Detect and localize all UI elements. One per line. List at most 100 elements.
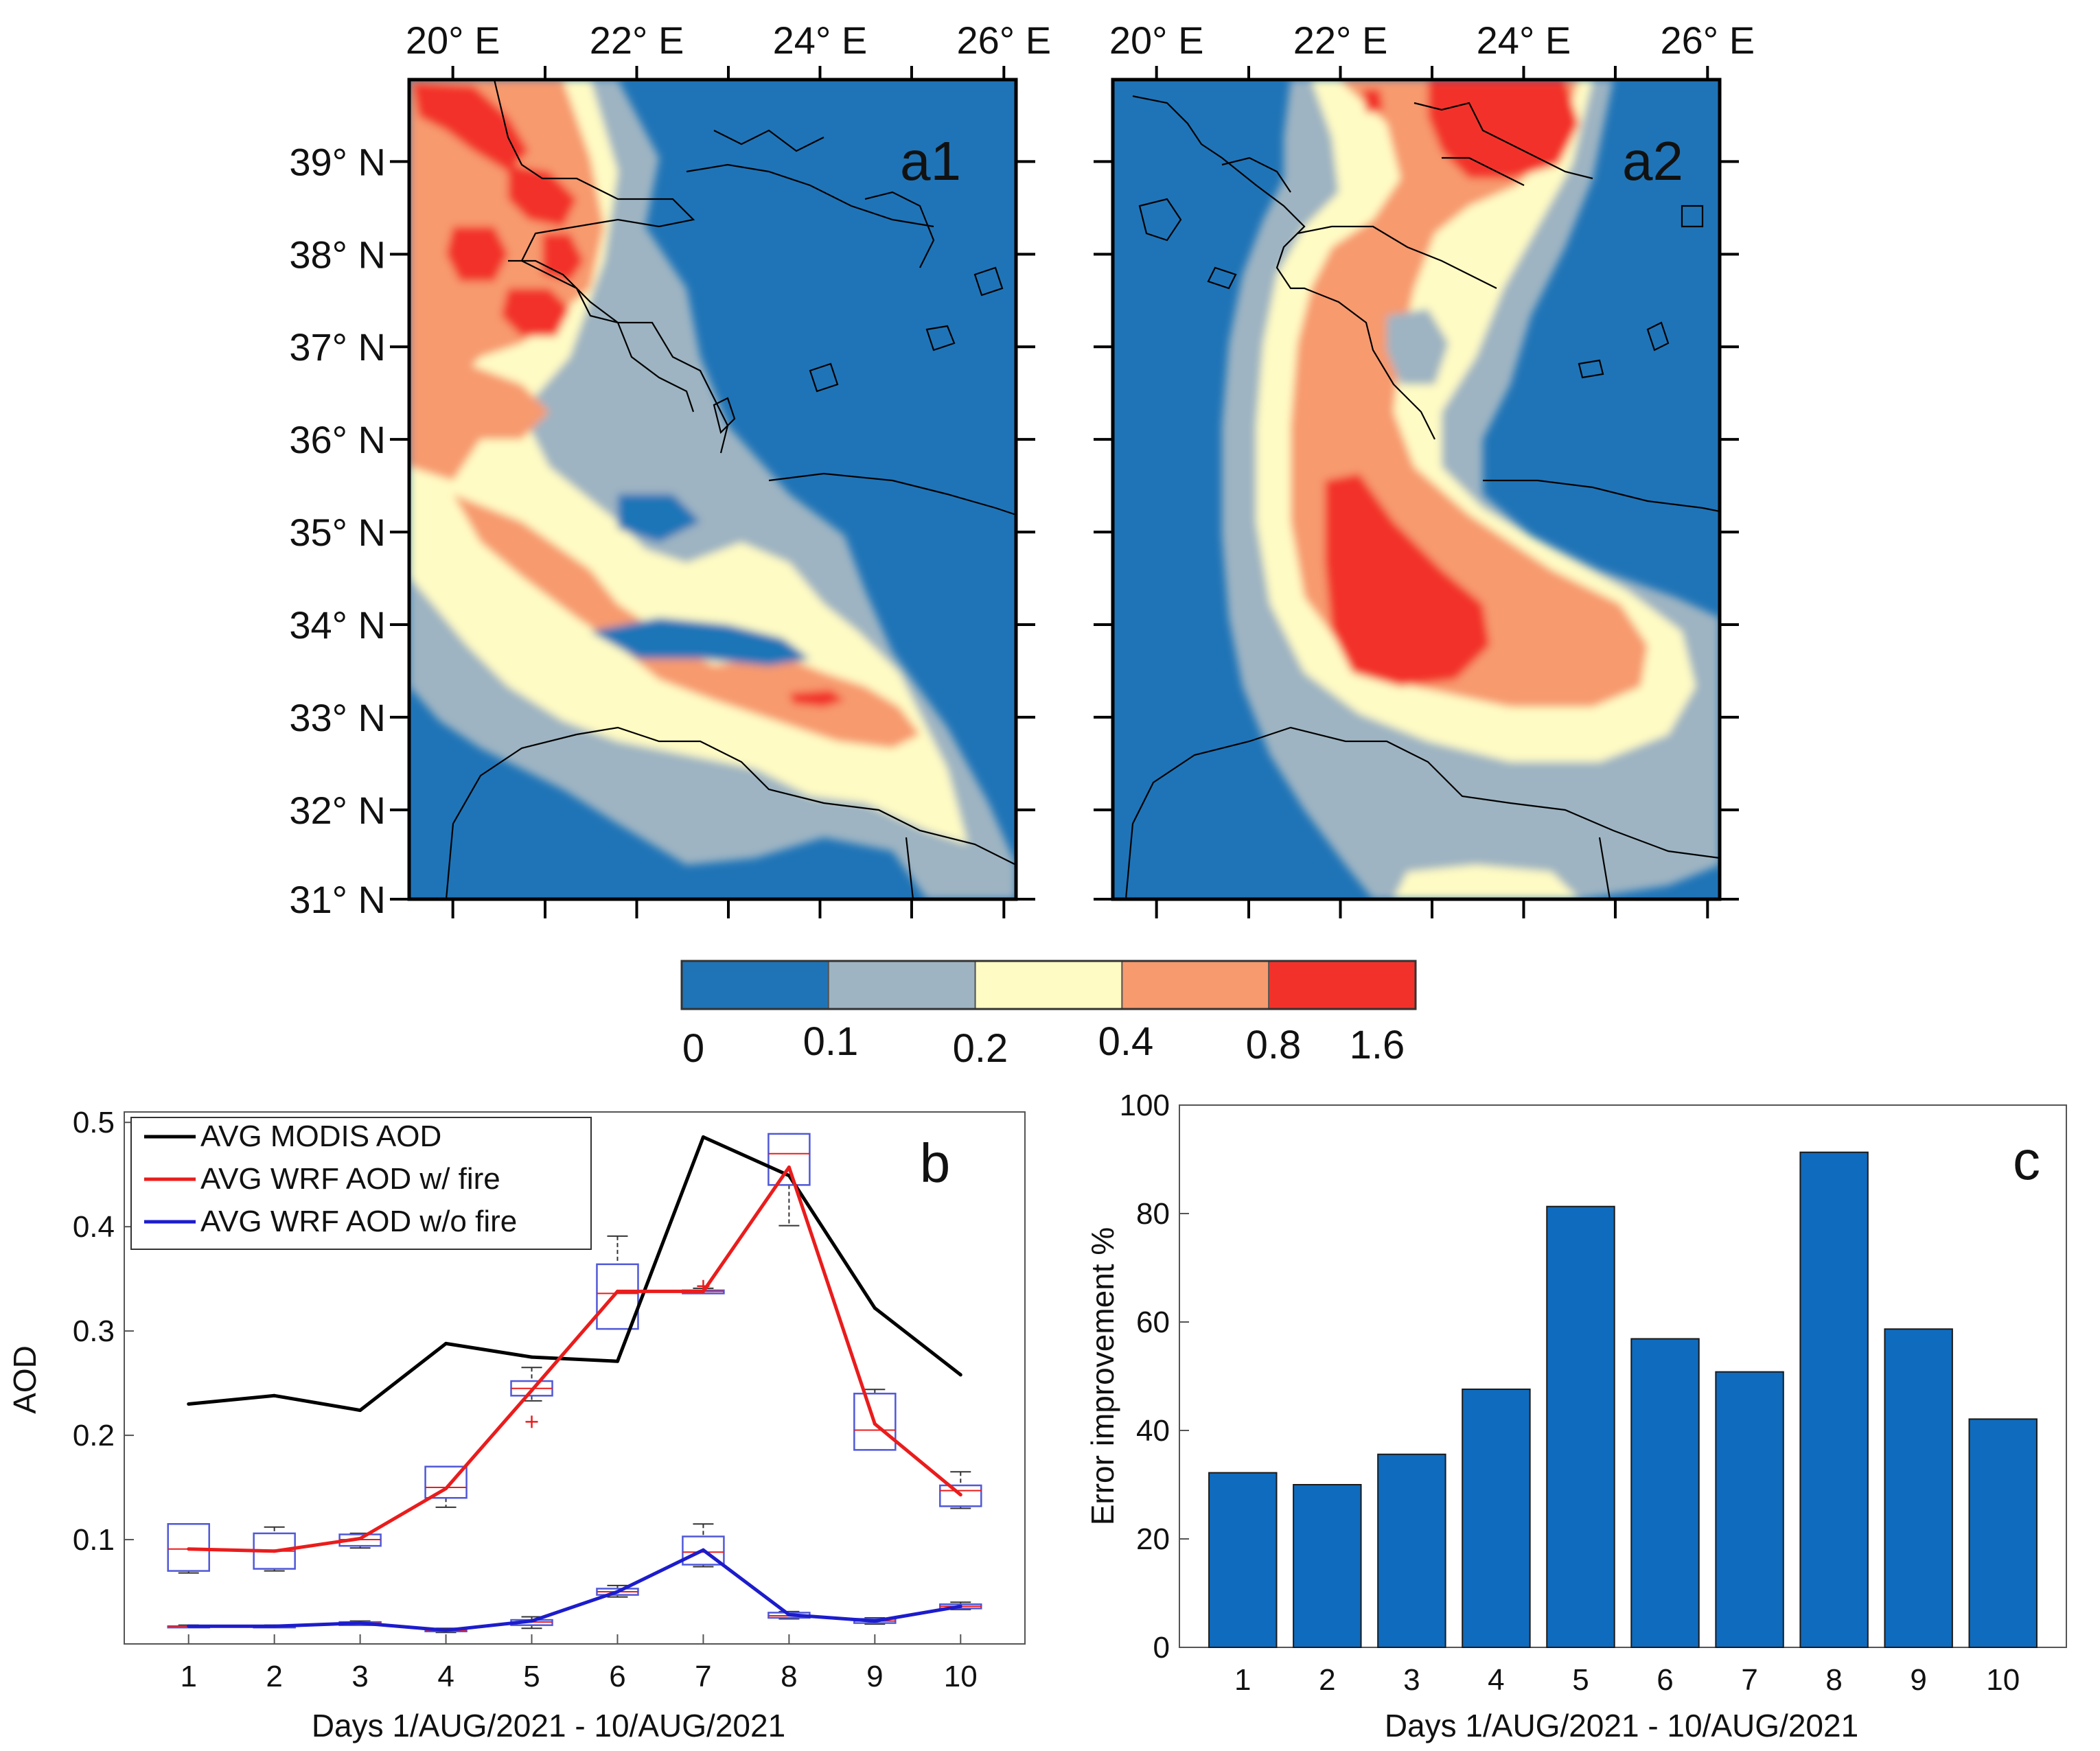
series-point-1 <box>958 1493 962 1497</box>
lon-tick-label: 20° E <box>406 19 500 62</box>
y-tick-label: 80 <box>1136 1197 1170 1231</box>
series-point-0 <box>873 1306 877 1310</box>
colorbar: 0 0.1 0.2 0.4 0.8 1.6 <box>680 960 1417 1071</box>
series-point-0 <box>358 1408 362 1413</box>
outlier-marker <box>525 1415 538 1428</box>
series-point-2 <box>958 1604 962 1608</box>
series-point-1 <box>530 1389 534 1393</box>
x-tick-label: 6 <box>1657 1663 1673 1697</box>
aod-region-bin4-a1-b <box>508 165 577 227</box>
x-tick-label: 9 <box>866 1660 883 1693</box>
coastlines-a2 <box>1124 95 1720 899</box>
series-point-2 <box>873 1619 877 1623</box>
lat-tick-label: 33° N <box>289 696 386 739</box>
y-tick-label: 0.4 <box>73 1210 115 1244</box>
aod-region-bin4-a1-d <box>501 288 570 336</box>
chart-c-y-ticks: 0 20 40 60 80 100 <box>1120 1089 1189 1665</box>
x-tick-label: 10 <box>944 1660 978 1693</box>
chart-b-panel-label: b <box>920 1133 951 1194</box>
colorbar-swatches <box>681 960 1416 1010</box>
y-tick-label: 40 <box>1136 1414 1170 1448</box>
x-tick-label: 7 <box>1741 1663 1757 1697</box>
chart-c-xlabel: Days 1/AUG/2021 - 10/AUG/2021 <box>1385 1708 1858 1743</box>
map-frame-a2 <box>1111 78 1722 901</box>
x-tick-label: 8 <box>1825 1663 1842 1697</box>
lon-tick-label: 24° E <box>1477 19 1571 62</box>
x-tick-label: 4 <box>437 1660 454 1693</box>
series-line-0 <box>188 1135 962 1413</box>
lat-tick-label: 39° N <box>289 140 386 183</box>
series-point-0 <box>273 1393 277 1398</box>
series-point-0 <box>530 1355 534 1359</box>
series-point-2 <box>273 1624 277 1628</box>
series-point-2 <box>187 1624 191 1628</box>
chart-b-series <box>187 1135 962 1632</box>
lat-tick-label: 35° N <box>289 511 386 554</box>
bar <box>1630 1338 1700 1648</box>
legend-label-wrf-nofire: AVG WRF AOD w/o fire <box>200 1205 517 1238</box>
colorbar-tick-label: 0.8 <box>1246 1023 1302 1067</box>
colorbar-swatch <box>681 960 829 1010</box>
chart-b: 0.1 0.2 0.3 0.4 0.5 1 2 3 4 5 6 7 8 9 10 Days 1/AUG/2… <box>7 1106 1026 1743</box>
legend-label-wrf-fire: AVG WRF AOD w/ fire <box>200 1162 500 1196</box>
aod-region-bin3-a1-b <box>409 364 549 480</box>
y-tick-label: 60 <box>1136 1306 1170 1339</box>
bar <box>1293 1484 1362 1648</box>
chart-b-xlabel: Days 1/AUG/2021 - 10/AUG/2021 <box>312 1708 785 1743</box>
series-point-0 <box>701 1135 705 1139</box>
y-tick-label: 0.2 <box>73 1419 115 1452</box>
bar <box>1208 1472 1278 1649</box>
lat-ticks-a2 <box>1094 160 1739 901</box>
chart-c-panel-label: c <box>2013 1130 2040 1191</box>
lat-ticks-a1: 39° N 38° N 37° N 36° N 35° N 34° N 33° N 32° N… <box>289 140 1035 921</box>
legend-label-modis: AVG MODIS AOD <box>200 1120 441 1153</box>
series-line-2 <box>188 1548 961 1632</box>
aod-region-bin3-a1-c <box>453 494 920 748</box>
lon-tick-label: 22° E <box>590 19 684 62</box>
x-tick-label: 9 <box>1910 1663 1926 1697</box>
chart-b-ylabel: AOD <box>7 1345 43 1414</box>
aod-hole-a2 <box>1387 309 1449 384</box>
lon-tick-label: 26° E <box>957 19 1052 62</box>
lat-tick-label: 37° N <box>289 325 386 369</box>
boxplot-box <box>682 1535 725 1566</box>
map-frame-a1 <box>407 78 1018 901</box>
bar <box>1968 1418 2038 1648</box>
lat-tick-label: 36° N <box>289 418 386 461</box>
series-point-0 <box>187 1402 191 1406</box>
lat-tick-label: 34° N <box>289 603 386 647</box>
bar <box>1377 1453 1446 1648</box>
y-tick-label: 100 <box>1120 1089 1170 1122</box>
series-point-2 <box>358 1621 362 1625</box>
aod-region-bin4-a1-c <box>446 227 508 281</box>
y-tick-label: 20 <box>1136 1522 1170 1556</box>
chart-b-legend: AVG MODIS AOD AVG WRF AOD w/ fire AVG WR… <box>130 1117 592 1250</box>
x-tick-label: 4 <box>1488 1663 1504 1697</box>
x-tick-label: 1 <box>1234 1663 1251 1697</box>
aod-field-a1 <box>409 80 1016 899</box>
series-point-2 <box>615 1590 619 1594</box>
y-tick-label: 0.3 <box>73 1314 115 1348</box>
x-tick-label: 1 <box>180 1660 196 1693</box>
series-point-1 <box>273 1549 277 1553</box>
colorbar-tick-label: 0 <box>682 1026 704 1071</box>
boxplot-box <box>939 1484 982 1507</box>
boxplot-box <box>853 1393 897 1451</box>
colorbar-tick-label: 0.1 <box>803 1019 859 1064</box>
chart-b-x-ticks: 1 2 3 4 5 6 7 8 9 10 <box>180 1634 978 1693</box>
aod-hole-a1-b <box>618 494 700 542</box>
lat-tick-label: 32° N <box>289 789 386 832</box>
x-tick-label: 5 <box>1572 1663 1589 1697</box>
boxplot-box <box>596 1263 639 1330</box>
bar <box>1546 1205 1615 1648</box>
series-point-2 <box>444 1628 448 1632</box>
y-tick-label: 0 <box>1153 1631 1170 1665</box>
aod-region-bin4-a2-c <box>1363 89 1383 113</box>
coastlines-a1 <box>445 80 1016 899</box>
x-tick-label: 8 <box>781 1660 797 1693</box>
colorbar-tick-label: 0.2 <box>953 1026 1008 1071</box>
series-point-1 <box>873 1422 877 1426</box>
x-tick-label: 5 <box>523 1660 540 1693</box>
colorbar-swatch <box>1121 960 1270 1010</box>
